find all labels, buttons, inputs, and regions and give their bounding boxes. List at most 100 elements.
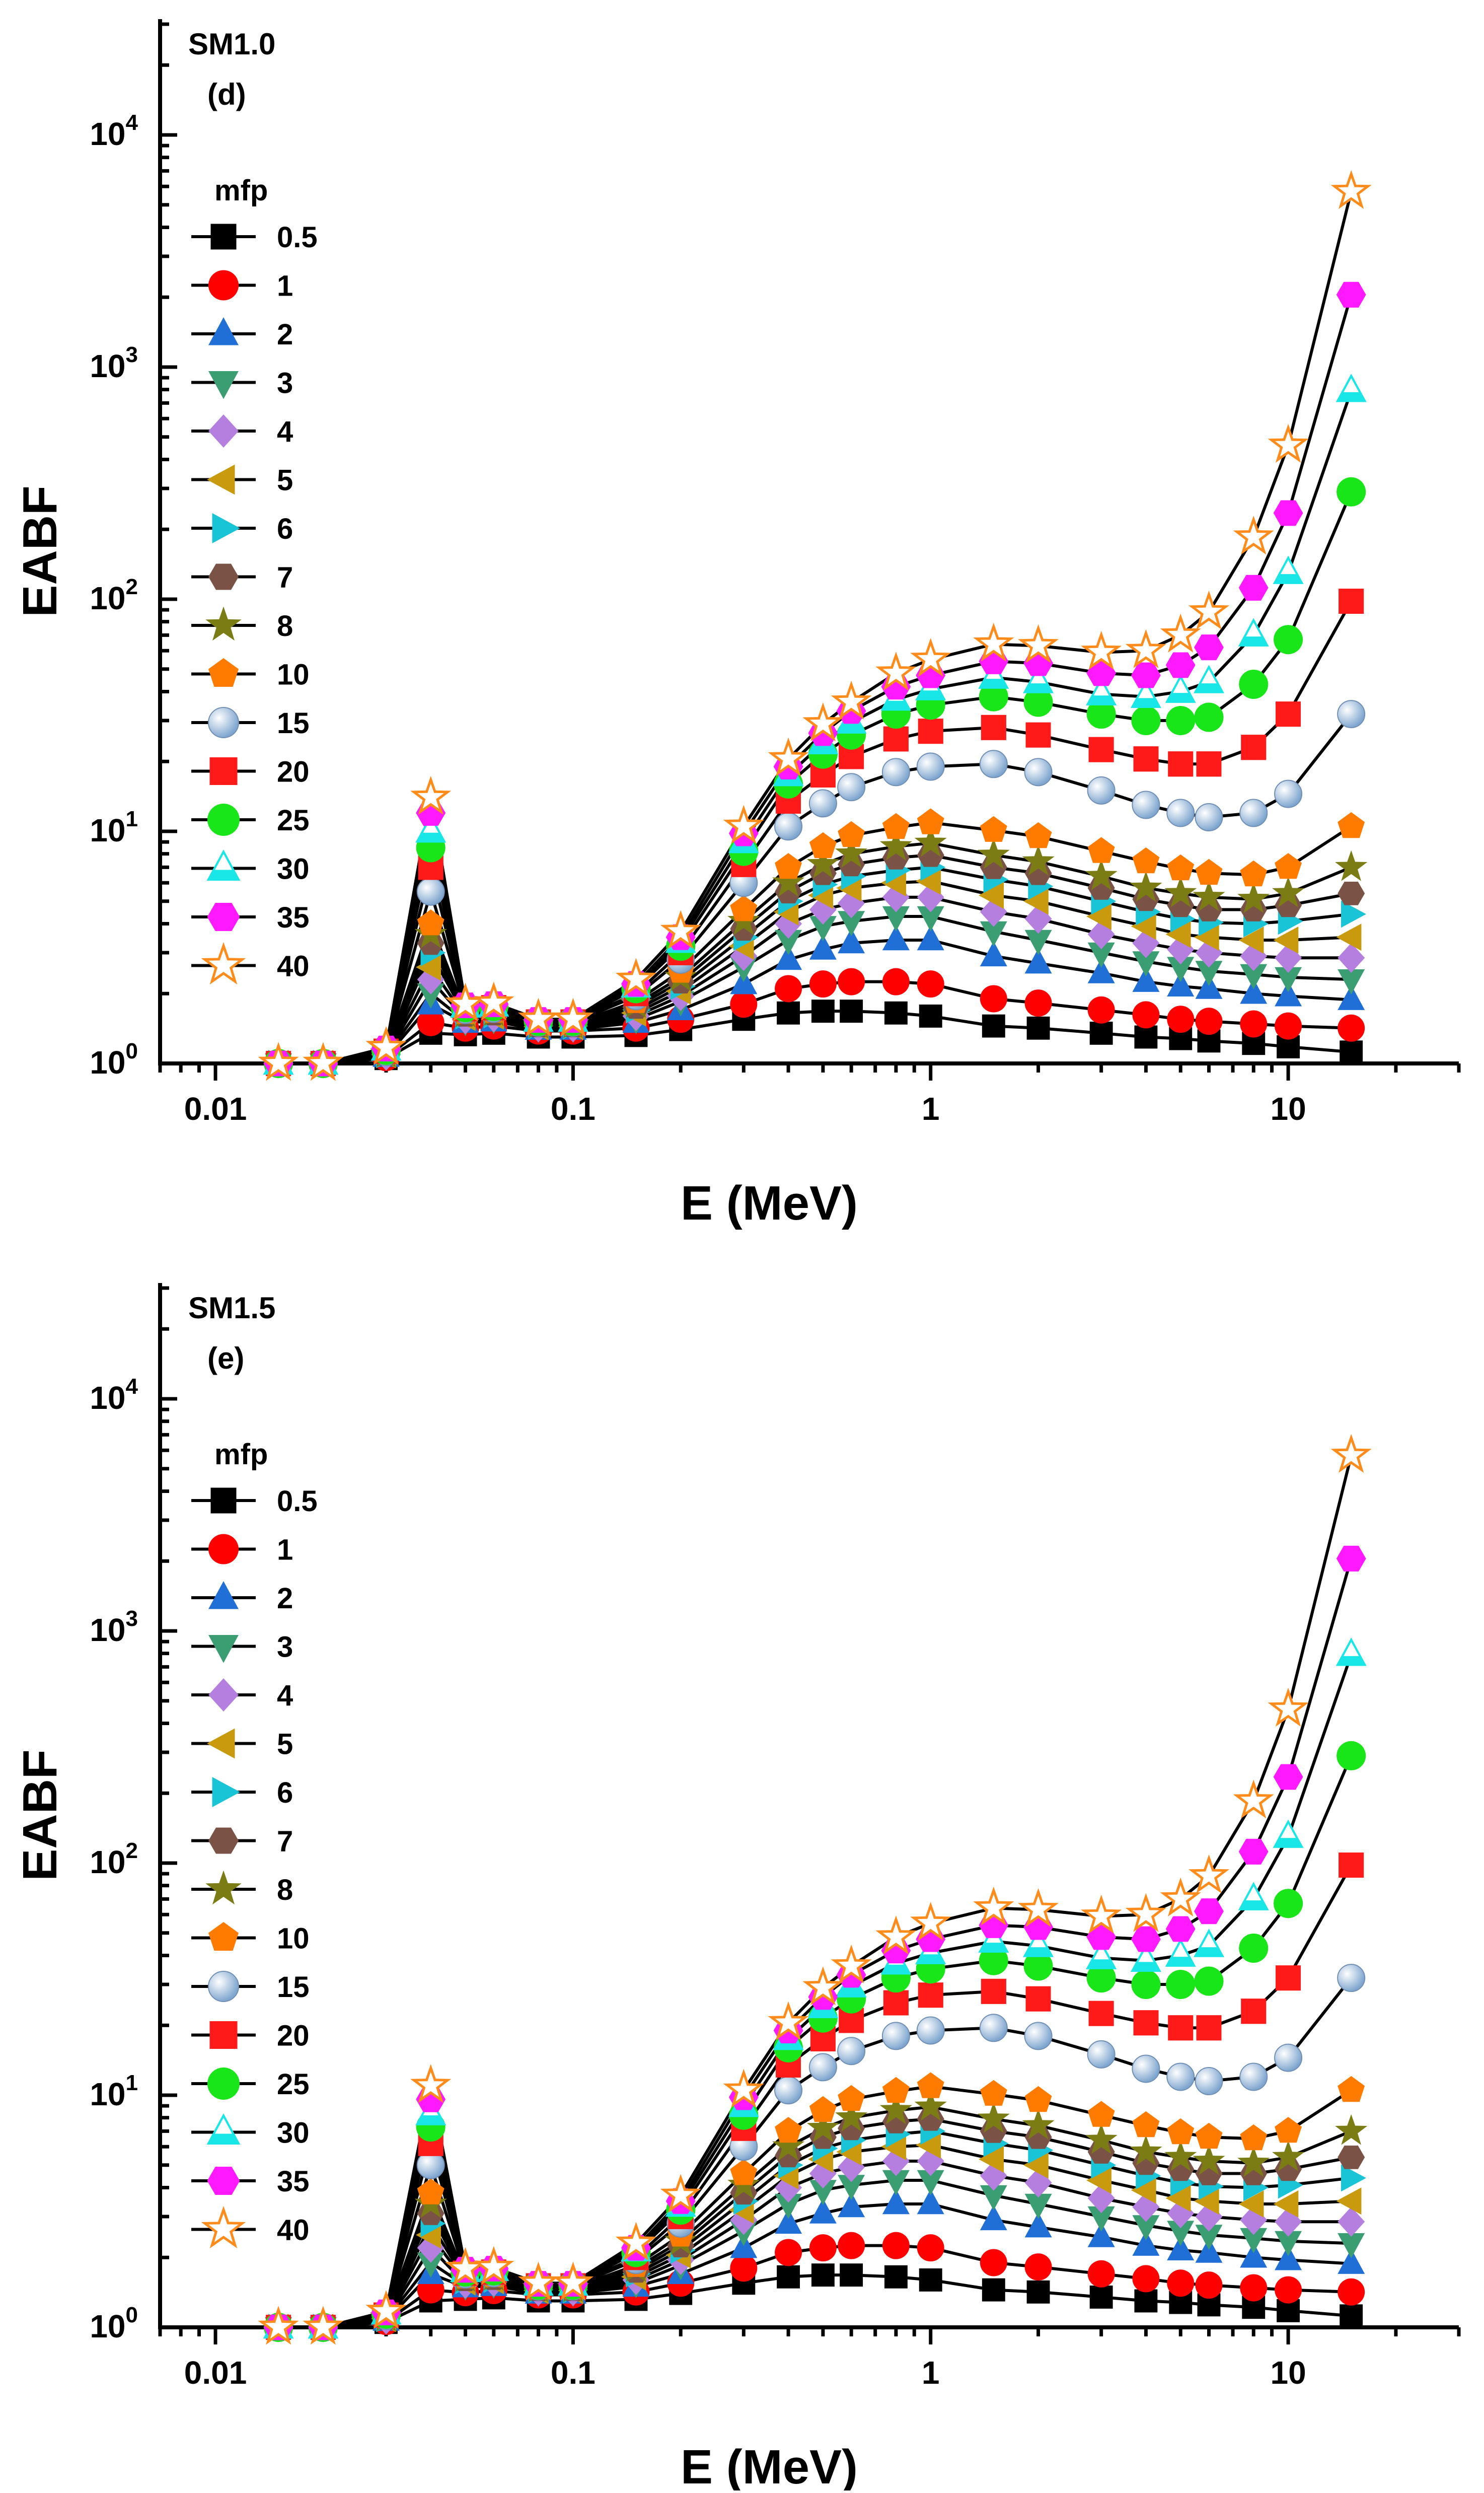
panel-d-point-mfp-0.5 [1089, 1021, 1113, 1045]
panel-d-point-mfp-15-shape [1337, 700, 1366, 729]
panel-e-x-tick-label: 10 [1270, 2355, 1306, 2391]
panel-d-point-mfp-0.5-shape [884, 1001, 908, 1025]
panel-d-point-mfp-3-shape [1132, 951, 1160, 977]
panel-e-point-mfp-30 [1335, 1637, 1367, 1666]
panel-d-point-mfp-1-shape [1167, 1006, 1195, 1033]
panel-e-legend-marker-15-shape [208, 1971, 239, 2002]
panel-e-point-mfp-1-shape [1167, 2269, 1195, 2297]
panel-e-point-mfp-30 [1165, 1938, 1196, 1967]
panel-d-point-mfp-5 [1086, 903, 1111, 930]
panel-d-point-mfp-10 [730, 895, 758, 921]
panel-e-point-mfp-2 [775, 2209, 802, 2234]
panel-d-point-mfp-5-shape [979, 882, 1004, 909]
panel-d-point-mfp-40 [410, 775, 452, 815]
panel-d-point-mfp-3-shape [882, 906, 910, 932]
panel-d-legend-marker-8-shape [205, 606, 242, 641]
panel-e-point-mfp-0.5-shape [777, 2265, 800, 2289]
panel-e-legend-marker-6-shape [212, 1777, 240, 1807]
panel-e-point-mfp-0.5 [919, 2268, 942, 2292]
panel-d-point-mfp-5 [416, 953, 441, 981]
panel-e-point-mfp-20-fill [1026, 1987, 1050, 2011]
panel-e-point-mfp-8 [1130, 2134, 1162, 2166]
panel-e-point-mfp-40-shape [410, 2064, 452, 2103]
panel-d-point-mfp-35 [1194, 634, 1224, 661]
panel-d-point-mfp-20-fill [919, 720, 942, 743]
panel-d-point-mfp-5 [1238, 927, 1264, 954]
panel-d-point-mfp-30-edge [1165, 674, 1196, 703]
panel-e-point-mfp-25-fill [1275, 1890, 1302, 1917]
panel-e-point-mfp-15-shape [808, 2053, 837, 2082]
panel-d-point-mfp-0.5 [777, 1001, 800, 1025]
panel-e-point-mfp-40 [365, 2290, 407, 2329]
panel-e-point-mfp-30-edge [1131, 1943, 1161, 1972]
panel-d-legend-marker-1 [208, 270, 239, 301]
panel-d-point-mfp-7-shape [775, 880, 802, 904]
panel-d-point-mfp-3-shape [1275, 967, 1302, 992]
panel-d-legend: mfp 0.5 1 2 3 4 5 6 7 8 10 15 20 25 30 35 40 [191, 174, 318, 985]
panel-d-point-mfp-8-shape [1022, 844, 1055, 876]
panel-e-point-mfp-35-edge [1165, 1916, 1196, 1942]
panel-d-legend-marker-25-fill [208, 805, 239, 835]
panel-d-point-mfp-30 [1238, 618, 1269, 647]
panel-e-point-mfp-5-shape [1086, 2167, 1111, 2194]
panel-d-point-mfp-8-shape [914, 826, 947, 857]
panel-e-point-mfp-20-fill [811, 2027, 835, 2050]
panel-d-point-mfp-20 [1241, 735, 1267, 760]
panel-d-point-mfp-35-fill [1195, 635, 1223, 660]
panel-e-legend-label: 8 [277, 1874, 293, 1906]
panel-d-legend-marker-7 [208, 563, 239, 590]
panel-e-point-mfp-8-shape [1022, 2108, 1055, 2140]
panel-e-point-mfp-20-fill [840, 2009, 863, 2032]
panel-e-point-mfp-35 [1238, 1838, 1269, 1865]
panel-e-point-mfp-2-shape [775, 2209, 802, 2234]
panel-d-point-mfp-8 [977, 838, 1010, 869]
panel-e-point-mfp-25-edge [1239, 1933, 1269, 1963]
panel-d-point-mfp-40 [552, 998, 594, 1037]
panel-e-point-mfp-2 [980, 2205, 1007, 2231]
panel-d-point-mfp-25-fill [1024, 688, 1052, 716]
panel-e-point-mfp-3-shape [980, 2185, 1007, 2211]
panel-d-point-mfp-10 [838, 821, 865, 847]
panel-e-y-tick-label: 101 [90, 2071, 138, 2112]
panel-d-point-mfp-15 [808, 789, 837, 818]
panel-e-point-mfp-3-shape [917, 2170, 944, 2195]
panel-d-point-mfp-35-fill [1240, 576, 1268, 600]
panel-d-point-mfp-1 [809, 970, 837, 998]
panel-d-point-mfp-40 [1160, 613, 1201, 653]
panel-e-point-mfp-25-fill [1195, 1967, 1223, 1995]
panel-e-point-mfp-10-shape [1240, 2124, 1268, 2151]
panel-d-point-mfp-10-shape [1275, 853, 1302, 879]
panel-d-point-mfp-40 [1330, 170, 1372, 209]
panel-e-point-mfp-3-shape [838, 2175, 865, 2200]
panel-d-x-tick-label: 0.01 [184, 1091, 247, 1127]
panel-d-point-mfp-1 [1024, 989, 1052, 1017]
panel-e-point-mfp-2 [838, 2192, 865, 2218]
panel-d-legend-label: 15 [277, 707, 310, 740]
panel-e-point-mfp-40-shape [1233, 1779, 1274, 1819]
panel-e-legend-marker-2-shape [208, 1581, 239, 1609]
panel-d-point-mfp-4-shape [838, 888, 865, 918]
panel-d-legend-marker-10-shape [208, 658, 239, 687]
panel-d-legend-marker-6-shape [212, 513, 240, 543]
panel-d-point-mfp-40-shape [473, 981, 514, 1021]
panel-e-point-mfp-1 [1195, 2271, 1223, 2299]
panel-d-point-mfp-0.5-shape [1026, 1016, 1050, 1040]
panel-e-point-mfp-0.5 [884, 2265, 908, 2289]
panel-e-point-mfp-40-shape [1160, 1877, 1201, 1916]
panel-d-legend-marker-25-edge [207, 803, 240, 836]
panel-e-point-mfp-1-shape [809, 2234, 837, 2262]
panel-e-legend-marker-40 [201, 2205, 246, 2249]
panel-d-point-mfp-2-shape [838, 928, 865, 954]
panel-d-point-mfp-1-shape [980, 985, 1007, 1013]
panel-d-point-mfp-30-fill [980, 679, 1007, 688]
panel-d-point-mfp-20-fill [884, 727, 908, 751]
panel-d-point-mfp-40 [1188, 590, 1230, 630]
panel-e-point-mfp-30-edge [1238, 1882, 1269, 1910]
panel-e-point-mfp-20 [1276, 1965, 1301, 1991]
panel-e-point-mfp-8 [1272, 2140, 1305, 2171]
panel-d-point-mfp-5-shape [1194, 923, 1219, 951]
panel-d-point-mfp-4-shape [1275, 943, 1302, 973]
panel-e-point-mfp-20 [1088, 2001, 1114, 2026]
panel-d-point-mfp-35-fill [1167, 653, 1195, 677]
panel-e-point-mfp-8 [806, 2111, 839, 2143]
